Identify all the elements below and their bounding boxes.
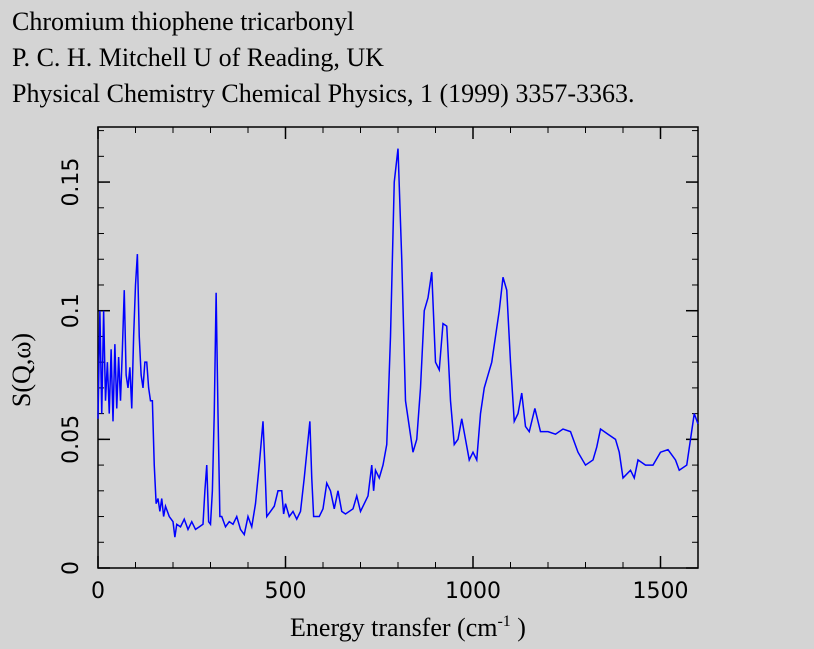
- x-axis-label: Energy transfer (cm-1 ): [290, 613, 526, 642]
- x-tick-label: 1500: [633, 579, 689, 604]
- x-tick-label: 0: [91, 579, 105, 604]
- y-tick-label: 0.05: [59, 415, 84, 464]
- x-tick-label: 1000: [445, 579, 501, 604]
- y-tick-label: 0: [59, 561, 84, 575]
- x-tick-label: 500: [265, 579, 307, 604]
- title-line: Chromium thiophene tricarbonyl: [12, 7, 354, 36]
- title-line: Physical Chemistry Chemical Physics, 1 (…: [12, 79, 635, 108]
- y-tick-label: 0.15: [59, 158, 84, 207]
- title-line: P. C. H. Mitchell U of Reading, UK: [12, 43, 384, 72]
- plot-frame: [97, 126, 699, 569]
- data-line: [97, 148, 699, 538]
- y-axis-label: S(Q,ω): [7, 333, 36, 407]
- y-tick-label: 0.1: [59, 293, 84, 328]
